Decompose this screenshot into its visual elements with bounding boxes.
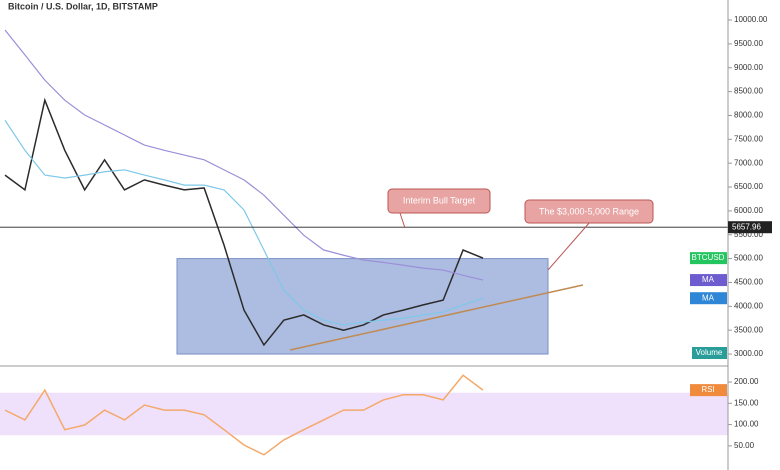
annotation: Interim Bull Target	[403, 195, 476, 205]
y-tick-label: 9500.00	[734, 39, 763, 48]
axis-tag	[690, 292, 727, 305]
axis-tag-label: MA	[702, 275, 715, 284]
y-tick-label: 50.00	[734, 441, 755, 450]
y-tick-label: 5500.00	[734, 230, 763, 239]
price-tag	[728, 221, 772, 234]
y-tick-label: 3000.00	[734, 349, 763, 358]
callout-pointer	[399, 212, 406, 229]
trend-line	[289, 284, 584, 351]
series-line	[4, 29, 484, 281]
axis-tag-label: RSI	[701, 385, 714, 394]
y-tick-label: 100.00	[734, 420, 759, 429]
callout-box	[387, 188, 491, 214]
axis-tag	[692, 347, 727, 359]
axis-tag	[690, 384, 727, 397]
axis-tag	[690, 274, 727, 287]
y-tick-label: 7500.00	[734, 134, 763, 143]
y-tick-label: 8500.00	[734, 87, 763, 96]
y-tick-label: 200.00	[734, 377, 759, 386]
y-tick-label: 6000.00	[734, 206, 763, 215]
y-tick-label: 6500.00	[734, 182, 763, 191]
y-tick-label: 150.00	[734, 398, 759, 407]
callout-box	[524, 199, 654, 224]
chart-title: Bitcoin / U.S. Dollar, 1D, BITSTAMP	[8, 1, 158, 11]
price-tag-label: 5657.96	[732, 222, 761, 231]
series-line	[4, 119, 484, 326]
y-tick-label: 7000.00	[734, 158, 763, 167]
y-tick-label: 4000.00	[734, 301, 763, 310]
axis-tag	[690, 252, 727, 265]
y-tick-label: 8000.00	[734, 111, 763, 120]
y-tick-label: 5000.00	[734, 254, 763, 263]
callout-pointer	[547, 221, 591, 271]
y-tick-label: 9000.00	[734, 63, 763, 72]
y-tick-label: 10000.00	[734, 15, 768, 24]
y-tick-label: 4500.00	[734, 278, 763, 287]
series-line	[4, 374, 484, 456]
axis-tag-label: BTCUSD	[692, 253, 725, 262]
axis-tag-label: MA	[702, 293, 715, 302]
axis-tag-label: Volume	[696, 348, 723, 357]
annotation: The $3,000-5,000 Range	[539, 206, 639, 216]
rsi-band	[0, 392, 728, 436]
y-tick-label: 3500.00	[734, 325, 763, 334]
series-line	[4, 97, 484, 347]
